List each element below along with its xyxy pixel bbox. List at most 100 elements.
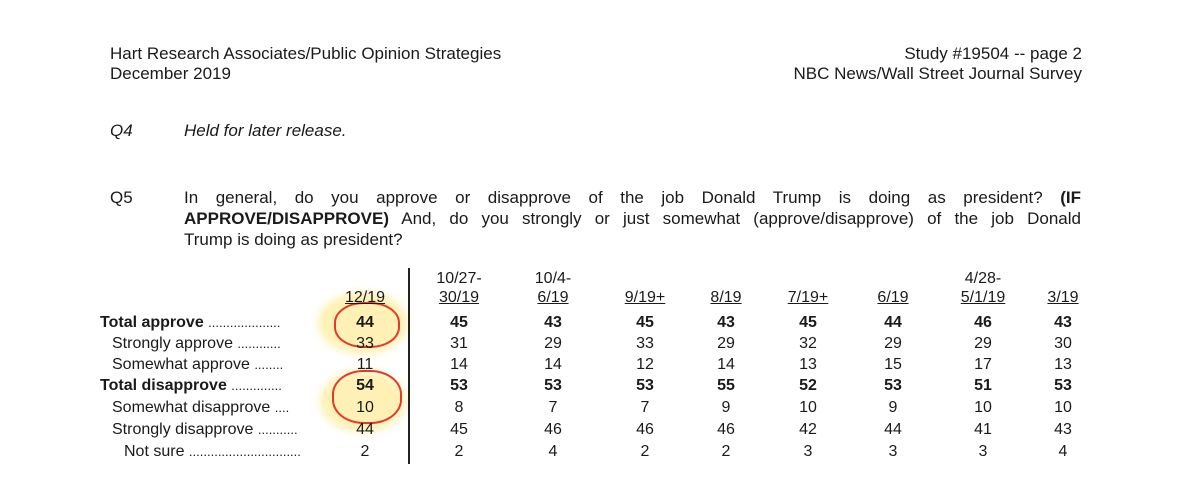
column-header: 7/19+ <box>763 269 853 307</box>
row-label: Somewhat approve ........ <box>112 355 338 375</box>
table-cell: 9 <box>721 399 731 416</box>
table-cell: 3 <box>978 443 988 460</box>
table-cell: 14 <box>544 356 562 373</box>
table-cell: 43 <box>1054 314 1072 331</box>
row-label-text: Total disapprove <box>100 377 232 394</box>
column-divider <box>408 268 410 464</box>
column-header-top: 10/4- <box>534 270 572 287</box>
table-cell: 2 <box>640 443 650 460</box>
survey-name: NBC News/Wall Street Journal Survey <box>793 64 1082 83</box>
column-header-date: 12/19 <box>344 289 386 306</box>
table-cell: 3 <box>888 443 898 460</box>
table-cell: 45 <box>636 314 654 331</box>
table-cell: 30 <box>1054 335 1072 352</box>
row-label: Strongly disapprove ........... <box>112 420 338 440</box>
row-label: Somewhat disapprove .... <box>112 398 338 418</box>
column-header: 3/19 <box>1018 269 1108 307</box>
table-cell: 10 <box>799 399 817 416</box>
column-header-date: 6/19 <box>537 289 569 306</box>
column-header-top <box>681 269 771 288</box>
table-cell: 46 <box>974 314 992 331</box>
table-cell: 44 <box>884 314 902 331</box>
table-cell: 9 <box>888 399 898 416</box>
row-label-text: Total approve <box>100 314 209 331</box>
table-cell: 7 <box>548 399 558 416</box>
leader-dots: ............ <box>237 336 281 351</box>
table-cell: 29 <box>974 335 992 352</box>
leader-dots: .... <box>274 400 290 415</box>
report-date: December 2019 <box>110 64 231 83</box>
table-cell: 29 <box>544 335 562 352</box>
table-cell: 53 <box>544 377 562 394</box>
table-cell: 52 <box>799 377 817 394</box>
table-cell: 29 <box>717 335 735 352</box>
table-cell: 31 <box>450 335 468 352</box>
q5-label: Q5 <box>110 188 133 207</box>
table-cell: 53 <box>1054 377 1072 394</box>
table-cell: 2 <box>360 443 370 460</box>
column-header-top <box>848 269 938 288</box>
column-header: 9/19+ <box>600 269 690 307</box>
table-cell: 4 <box>548 443 558 460</box>
leader-dots: .................... <box>208 315 281 330</box>
table-cell: 51 <box>974 377 992 394</box>
table-cell: 45 <box>450 314 468 331</box>
column-header: 6/19 <box>848 269 938 307</box>
q5-line1: In general, do you approve or disapprove… <box>184 188 1043 207</box>
row-label: Strongly approve ............ <box>112 334 338 354</box>
table-cell: 44 <box>884 421 902 438</box>
q5-line3: Trump is doing as president? <box>184 230 403 249</box>
table-cell: 44 <box>356 421 374 438</box>
table-cell: 13 <box>1054 356 1072 373</box>
table-cell: 33 <box>636 335 654 352</box>
column-header: 10/4- 6/19 <box>508 269 598 307</box>
table-cell: 10 <box>974 399 992 416</box>
q5-line2: And, do you strongly or just somewhat (a… <box>401 209 1081 228</box>
column-header-date: 8/19 <box>710 289 742 306</box>
table-cell: 14 <box>450 356 468 373</box>
row-label: Total approve .................... <box>100 313 326 333</box>
column-header-top: 4/28- <box>964 270 1002 287</box>
table-cell: 54 <box>356 377 374 394</box>
table-cell: 17 <box>974 356 992 373</box>
table-cell: 4 <box>1058 443 1068 460</box>
leader-dots: .............. <box>231 378 282 393</box>
q4-text: Held for later release. <box>184 121 347 140</box>
table-cell: 32 <box>799 335 817 352</box>
column-header: 8/19 <box>681 269 771 307</box>
column-header-top <box>1018 269 1108 288</box>
q5-question: In general, do you approve or disapprove… <box>184 187 1081 250</box>
table-cell: 7 <box>640 399 650 416</box>
table-cell: 45 <box>450 421 468 438</box>
table-cell: 53 <box>884 377 902 394</box>
table-cell: 10 <box>1054 399 1072 416</box>
table-cell: 29 <box>884 335 902 352</box>
table-cell: 44 <box>356 314 374 331</box>
leader-dots: ............................... <box>188 444 301 459</box>
table-cell: 2 <box>454 443 464 460</box>
org-name: Hart Research Associates/Public Opinion … <box>110 44 502 63</box>
table-cell: 13 <box>799 356 817 373</box>
leader-dots: ........... <box>257 422 298 437</box>
row-label-text: Strongly approve <box>112 335 238 352</box>
table-cell: 55 <box>717 377 735 394</box>
row-label-text: Strongly disapprove <box>112 421 258 438</box>
circle-annotation <box>332 370 402 424</box>
column-header-top <box>763 269 853 288</box>
table-cell: 15 <box>884 356 902 373</box>
circle-annotation <box>334 302 400 348</box>
q5-line2-bold: APPROVE/DISAPPROVE) <box>184 209 389 228</box>
table-cell: 8 <box>454 399 464 416</box>
table-cell: 14 <box>717 356 735 373</box>
table-cell: 43 <box>544 314 562 331</box>
table-cell: 46 <box>717 421 735 438</box>
row-label-text: Somewhat disapprove <box>112 399 275 416</box>
row-label-text: Not sure <box>124 443 189 460</box>
table-cell: 43 <box>1054 421 1072 438</box>
row-label: Not sure ............................... <box>124 442 350 462</box>
table-cell: 12 <box>636 356 654 373</box>
row-label-text: Somewhat approve <box>112 356 255 373</box>
table-cell: 41 <box>974 421 992 438</box>
table-cell: 10 <box>356 399 374 416</box>
table-cell: 46 <box>636 421 654 438</box>
